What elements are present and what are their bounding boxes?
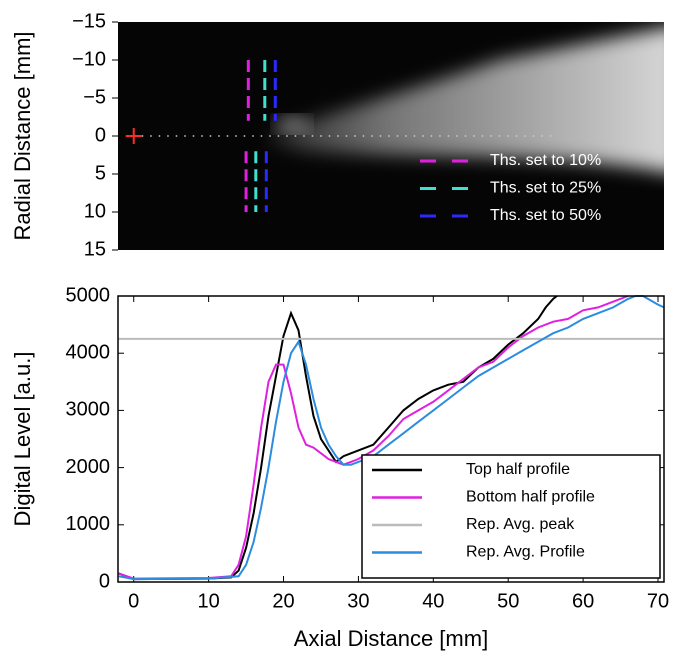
y-tick-label: 10: [84, 200, 106, 222]
y-tick-label: 0: [95, 124, 106, 146]
legend-label: Rep. Avg. peak: [466, 516, 575, 533]
y-tick-label: 2000: [66, 456, 111, 478]
y-axis-label: Digital Level [a.u.]: [10, 352, 35, 527]
x-tick-label: 50: [497, 590, 519, 612]
x-tick-label: 60: [572, 590, 594, 612]
x-tick-label: 0: [128, 590, 139, 612]
legend-box: [361, 454, 661, 579]
legend-label: Ths. set to 10%: [490, 152, 601, 169]
x-tick-label: 20: [272, 590, 294, 612]
x-tick-label: 70: [647, 590, 669, 612]
y-tick-label: 1000: [66, 513, 111, 535]
y-tick-label: 0: [99, 570, 110, 592]
y-tick-label: 4000: [66, 341, 111, 363]
y-tick-label: 5000: [66, 284, 111, 306]
series-line: [118, 295, 664, 581]
plot-frame: [117, 295, 665, 583]
x-axis-label: Axial Distance [mm]: [294, 626, 488, 651]
x-tick-label: 40: [422, 590, 444, 612]
legend-label: Ths. set to 25%: [490, 180, 601, 197]
y-tick-label: 3000: [66, 399, 111, 421]
legend-label: Bottom half profile: [466, 489, 595, 506]
top-panel: −15 −10 −5 0 5 10 15 Radial Distance [mm] Ths. s…: [10, 10, 601, 260]
y-tick-label: −10: [72, 48, 106, 70]
y-tick-label: −15: [72, 10, 106, 32]
y-tick-label: 15: [84, 238, 106, 260]
legend-label: Top half profile: [466, 461, 570, 478]
plume-glow: [265, 28, 664, 172]
plume-core: [274, 115, 310, 133]
y-tick-label: −5: [83, 86, 106, 108]
bottom-panel: 0 10 20 30 40 50 60 70 0 1000 2000 3000 4000 5000 Axia…: [10, 284, 669, 651]
legend-label: Ths. set to 50%: [490, 207, 601, 224]
y-tick-label: 5: [95, 162, 106, 184]
x-tick-label: 30: [347, 590, 369, 612]
x-tick-label: 10: [198, 590, 220, 612]
series-line: [118, 295, 629, 580]
y-axis-label: Radial Distance [mm]: [10, 31, 35, 240]
plume: [265, 28, 664, 172]
legend-label: Rep. Avg. Profile: [466, 544, 585, 561]
